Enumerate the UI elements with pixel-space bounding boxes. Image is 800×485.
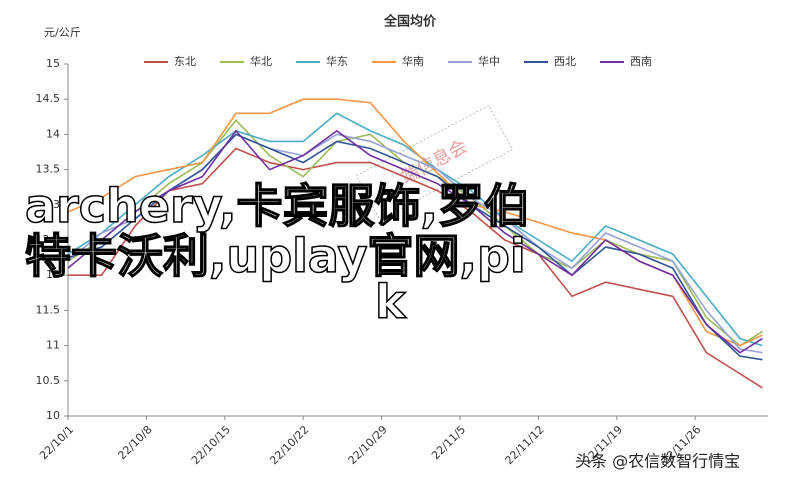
- y-tick-label: 11: [46, 339, 60, 352]
- x-tick-label: 22/10/8: [115, 423, 154, 462]
- y-tick-label: 13: [46, 198, 60, 211]
- x-tick-label: 22/10/29: [346, 423, 390, 467]
- overlay-text: archery,卡宾服饰,罗伯: [25, 179, 530, 233]
- y-tick-label: 11.5: [36, 303, 61, 316]
- legend-label: 华南: [402, 54, 424, 68]
- x-tick-label: 22/10/22: [267, 423, 311, 467]
- x-tick-label: 22/10/15: [189, 423, 233, 467]
- series-line: [68, 147, 763, 389]
- x-tick-label: 22/11/12: [503, 423, 547, 467]
- y-tick-label: 14: [46, 127, 60, 140]
- series-line: [67, 129, 763, 354]
- x-tick-label: 22/10/1: [37, 423, 76, 462]
- chart-title: 全国均价: [383, 14, 437, 30]
- legend-label: 华北: [250, 54, 272, 68]
- y-tick-label: 10: [46, 409, 60, 422]
- legend-label: 西北: [554, 55, 576, 68]
- legend-label: 西南: [630, 55, 652, 68]
- overlay-text: k: [375, 275, 407, 329]
- x-tick-label: 22/11/5: [429, 423, 468, 462]
- legend-label: 华中: [478, 54, 500, 68]
- y-tick-label: 10.5: [36, 374, 61, 387]
- legend-label: 华东: [326, 54, 348, 68]
- footer: 头条 @农信数智行情宝: [575, 452, 740, 471]
- legend-label: 东北: [174, 55, 196, 68]
- y-tick-label: 15: [46, 57, 60, 70]
- y-tick-label: 12.5: [36, 233, 61, 246]
- y-tick-label: 13.5: [36, 163, 61, 176]
- overlay-text: 特卡沃利,uplay官网,pi: [25, 229, 526, 283]
- y-tick-label: 14.5: [36, 92, 61, 105]
- series-line: [67, 133, 763, 361]
- y-axis-label: 元/公斤: [44, 26, 81, 39]
- y-tick-label: 12: [46, 268, 60, 281]
